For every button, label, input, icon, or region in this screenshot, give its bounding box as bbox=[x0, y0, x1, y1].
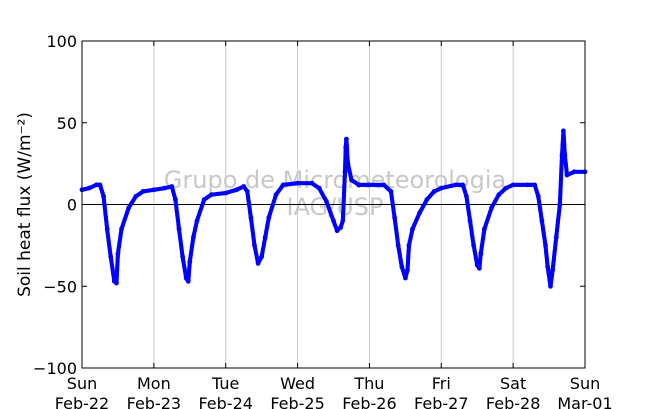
y-tick-label: 0 bbox=[67, 196, 77, 215]
x-tick-label-day: Sat bbox=[500, 374, 526, 393]
x-axis: SunFeb-22MonFeb-23TueFeb-24WedFeb-25ThuF… bbox=[55, 41, 613, 409]
x-tick-label-date: Feb-23 bbox=[127, 394, 181, 409]
x-tick-label-date: Feb-22 bbox=[55, 394, 109, 409]
y-tick-label: 100 bbox=[46, 32, 77, 51]
y-axis-label: Soil heat flux (W/m⁻²) bbox=[15, 112, 35, 297]
data-points bbox=[79, 128, 588, 289]
x-tick-label-day: Thu bbox=[353, 374, 384, 393]
x-tick-label-day: Sun bbox=[67, 374, 97, 393]
y-tick-label: −50 bbox=[43, 277, 77, 296]
x-tick-label-date: Feb-26 bbox=[342, 394, 396, 409]
y-tick-label: 50 bbox=[57, 114, 77, 133]
x-tick-label-day: Tue bbox=[211, 374, 239, 393]
x-tick-label-day: Mon bbox=[137, 374, 171, 393]
x-tick-label-date: Mar-01 bbox=[557, 394, 612, 409]
x-tick-label-day: Sun bbox=[570, 374, 600, 393]
watermark-line-1: Grupo de Micrometeorologia bbox=[164, 166, 506, 194]
y-axis: 100 50 0 −50 −100 bbox=[33, 32, 585, 378]
x-tick-label-date: Feb-24 bbox=[198, 394, 252, 409]
x-tick-label-date: Feb-25 bbox=[270, 394, 324, 409]
y-tick-label: −100 bbox=[33, 359, 77, 378]
x-tick-label-date: Feb-28 bbox=[486, 394, 540, 409]
x-tick-label-day: Wed bbox=[280, 374, 315, 393]
x-tick-label-date: Feb-27 bbox=[414, 394, 468, 409]
x-tick-label-day: Fri bbox=[432, 374, 451, 393]
watermark-line-2: IAG/USP bbox=[286, 193, 383, 221]
